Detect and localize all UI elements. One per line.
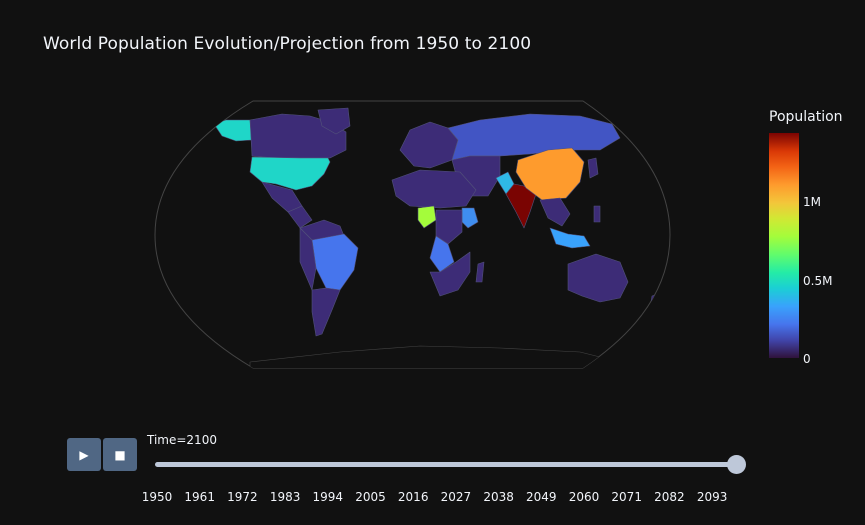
country-nigeria[interactable]: [417, 205, 437, 229]
time-slider-tick[interactable]: 2049: [526, 490, 557, 504]
colorbar-tick-0-5m: 0.5M: [803, 274, 833, 288]
country-drc[interactable]: [429, 235, 455, 273]
play-icon: ▶: [79, 447, 89, 462]
play-button[interactable]: ▶: [67, 438, 101, 471]
region-antarctica: [249, 345, 621, 368]
time-slider-ticks: 1950 1961 1972 1983 1994 2005 2016 2027 2038 2049…: [0, 490, 865, 508]
time-slider-tick[interactable]: 1972: [227, 490, 258, 504]
time-slider-tick[interactable]: 2016: [397, 490, 429, 504]
region-southern-africa[interactable]: [429, 251, 471, 297]
country-usa[interactable]: [249, 156, 331, 191]
country-australia[interactable]: [567, 253, 629, 303]
region-south-america-west[interactable]: [299, 227, 317, 291]
region-north-africa[interactable]: [391, 169, 477, 209]
colorbar-tick-1m: 1M: [803, 195, 821, 209]
time-slider-tick[interactable]: 2005: [355, 490, 386, 504]
region-greenland[interactable]: [317, 107, 351, 135]
region-argentina-chile[interactable]: [311, 287, 341, 337]
region-central-africa[interactable]: [435, 209, 463, 245]
time-slider-tick[interactable]: 1961: [184, 490, 215, 504]
chart-title: World Population Evolution/Projection fr…: [43, 34, 532, 54]
time-slider-tick[interactable]: 2060: [568, 490, 600, 504]
country-philippines[interactable]: [593, 205, 601, 223]
current-time-label: Time=2100: [147, 433, 217, 447]
time-slider-tick[interactable]: 1994: [312, 490, 344, 504]
time-slider-tick[interactable]: 2093: [696, 490, 728, 504]
country-india[interactable]: [505, 183, 537, 229]
time-slider-tick[interactable]: 1950: [141, 490, 173, 504]
colorbar-title: Population: [769, 109, 843, 125]
country-brazil[interactable]: [311, 233, 359, 291]
region-southeast-asia[interactable]: [539, 197, 571, 227]
country-indonesia[interactable]: [549, 227, 591, 249]
time-slider-tick[interactable]: 2038: [483, 490, 514, 504]
time-slider-tick[interactable]: 1983: [269, 490, 301, 504]
region-japan[interactable]: [587, 157, 599, 179]
stop-button[interactable]: ■: [103, 438, 137, 471]
country-madagascar[interactable]: [475, 261, 485, 283]
time-slider-track[interactable]: [155, 462, 737, 467]
time-slider-handle[interactable]: [726, 455, 746, 474]
colorbar: [769, 133, 799, 358]
time-slider-tick[interactable]: 2082: [654, 490, 685, 504]
stop-icon: ■: [114, 447, 126, 462]
region-central-america[interactable]: [287, 205, 313, 229]
time-slider-tick[interactable]: 2027: [440, 490, 472, 504]
time-slider-tick[interactable]: 2071: [611, 490, 642, 504]
country-china[interactable]: [515, 147, 585, 201]
colorbar-gradient: [769, 133, 799, 358]
colorbar-tick-0: 0: [803, 352, 811, 366]
